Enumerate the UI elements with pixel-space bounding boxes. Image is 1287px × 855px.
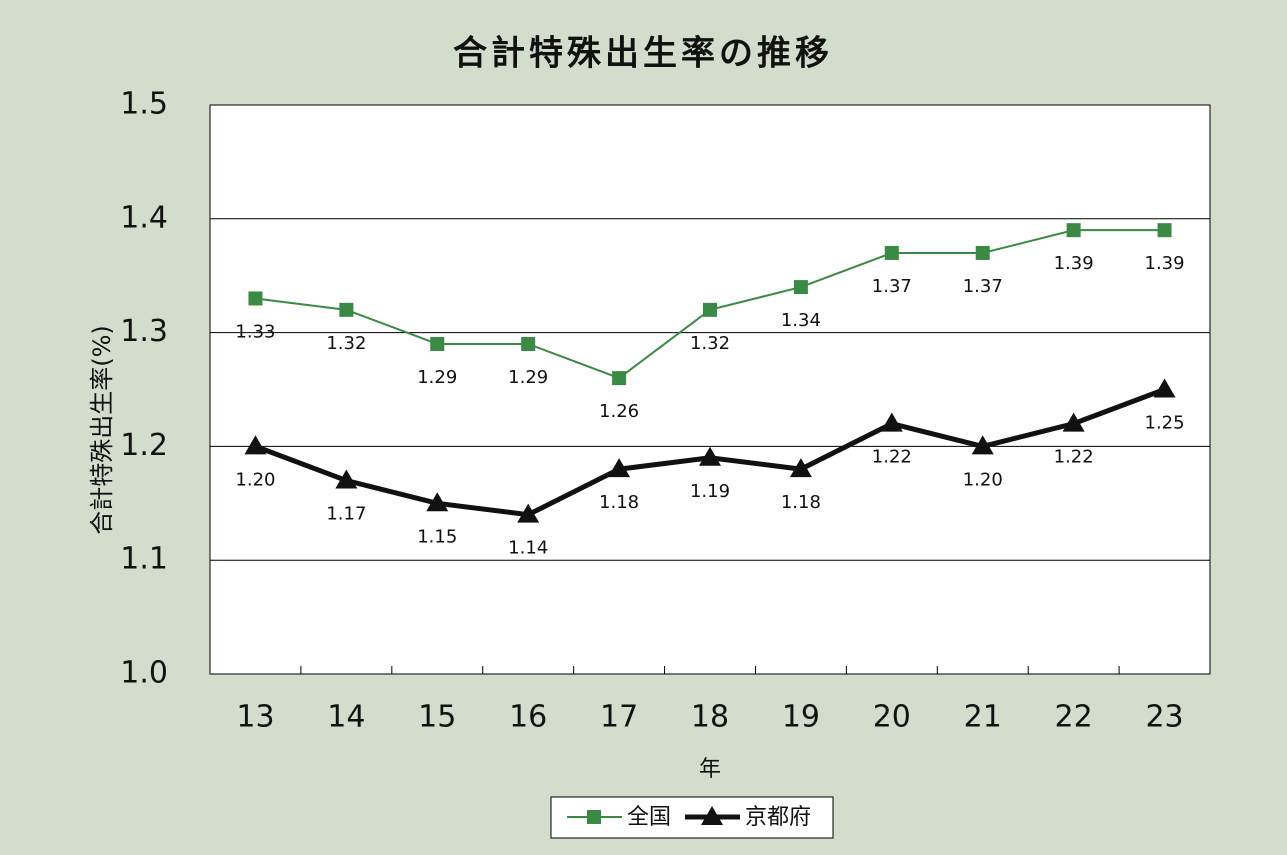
data-label: 1.18 [599,492,639,513]
data-label: 1.34 [781,310,821,331]
y-tick-label: 1.2 [120,428,168,463]
marker [426,492,449,512]
marker [608,458,631,478]
marker [587,810,601,824]
marker [339,302,354,317]
data-label: 1.25 [1145,413,1185,434]
data-label: 1.22 [1054,447,1094,468]
data-label: 1.37 [963,276,1003,297]
marker [884,245,899,260]
plot-border [209,104,1211,675]
marker [244,435,267,455]
marker [1157,223,1172,238]
x-tick-label: 18 [691,700,729,735]
x-tick-label: 14 [327,700,365,735]
x-tick-label: 13 [236,700,274,735]
y-tick-label: 1.5 [120,87,168,122]
data-label: 1.20 [963,469,1003,490]
marks: 1.33 1.32 1.29 1.29 1.26 1.32 1.34 1.37 1.37 1.39… [235,223,1185,559]
y-tick-label: 1.0 [120,656,168,691]
x-tick-label: 15 [418,700,456,735]
data-label: 1.39 [1145,253,1185,274]
data-label: 1.33 [235,321,275,342]
marker [1153,378,1176,398]
x-axis-label: 年 [699,757,721,782]
data-label: 1.39 [1054,253,1094,274]
marker [703,302,717,317]
marker [793,280,808,295]
legend-label: 全国 [627,805,671,830]
x-tick-label: 16 [509,700,547,735]
x-tick-label: 19 [782,700,820,735]
marker [521,336,536,351]
marker [880,412,903,432]
marker [335,469,358,489]
data-label: 1.20 [235,469,275,490]
marker [612,371,627,386]
data-label: 1.26 [599,401,639,422]
data-label: 1.15 [417,526,457,547]
data-label: 1.18 [781,492,821,513]
marker [971,435,994,455]
data-label: 1.14 [508,538,548,559]
x-tick-label: 20 [873,700,911,735]
y-tick-label: 1.1 [120,542,168,577]
marker [517,503,540,523]
data-label: 1.32 [326,333,366,354]
chart-title: 合計特殊出生率の推移 [453,34,833,74]
marker [1066,223,1081,238]
data-label: 1.29 [417,367,457,388]
data-label: 1.17 [326,504,366,525]
marker [430,336,445,351]
x-tick-label: 23 [1145,700,1183,735]
marker [789,458,812,478]
marker [248,291,263,306]
data-label: 1.32 [690,333,730,354]
y-tick-label: 1.4 [120,200,168,235]
marker [975,245,990,260]
x-tick-label: 21 [964,700,1002,735]
marker [701,806,724,825]
data-label: 1.29 [508,367,548,388]
y-tick-label: 1.3 [120,314,168,349]
data-label: 1.19 [690,481,730,502]
x-tick-label: 17 [600,700,638,735]
marker [1062,412,1085,432]
marker [699,446,721,466]
y-axis-label: 合計特殊出生率(%) [88,325,116,535]
plot-area [210,105,1210,674]
legend-label: 京都府 [745,805,811,830]
x-tick-label: 22 [1055,700,1093,735]
data-label: 1.37 [872,276,912,297]
data-label: 1.22 [872,447,912,468]
